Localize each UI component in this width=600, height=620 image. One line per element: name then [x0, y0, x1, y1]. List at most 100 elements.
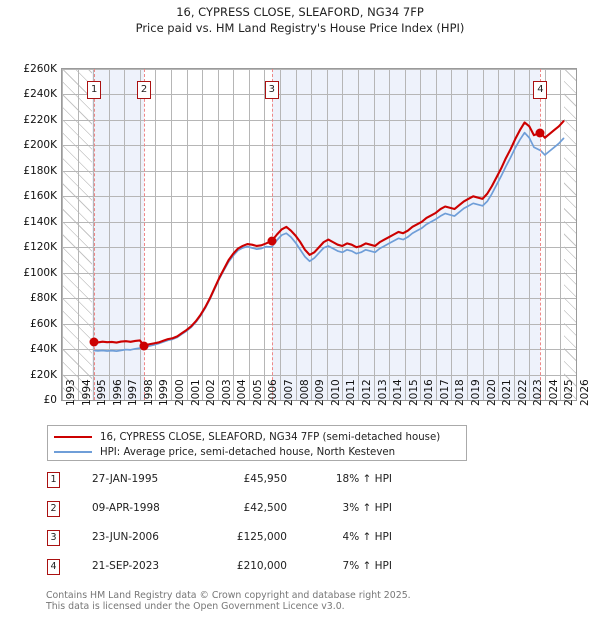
transaction-dot-1[interactable]: [89, 337, 99, 346]
x-tick-label: 1998: [142, 379, 155, 406]
ownership-band-1: [91, 69, 145, 400]
x-tick-label: 2016: [423, 379, 436, 406]
y-tick-label: £0: [43, 394, 57, 406]
gridline-vertical: [124, 69, 125, 400]
x-tick-label: 2015: [407, 379, 420, 406]
x-tick-label: 2020: [485, 379, 498, 406]
row-marker-1: 1: [47, 472, 60, 488]
row-hpi-delta: 3% ↑ HPI: [342, 502, 392, 514]
x-tick-label: 2023: [532, 379, 545, 406]
transaction-dot-4[interactable]: [535, 128, 545, 138]
gridline-vertical: [529, 69, 530, 400]
y-tick-label: £240K: [23, 88, 57, 101]
gridline-vertical: [155, 69, 156, 400]
gridline-horizontal: [62, 375, 576, 376]
row-hpi-delta: 7% ↑ HPI: [342, 560, 392, 572]
gridline-horizontal: [62, 222, 576, 223]
transaction-marker-2[interactable]: 2: [137, 81, 152, 99]
gridline-vertical: [311, 69, 312, 400]
transaction-dot-3[interactable]: [267, 236, 277, 246]
transaction-vline-2: [144, 69, 146, 400]
gridline-vertical: [545, 69, 546, 400]
gridline-vertical: [218, 69, 219, 400]
transactions-table: 1 27-JAN-1995 £45,950 18% ↑ HPI 2 09-APR-1998…: [47, 470, 447, 586]
no-data-hatch-1: [62, 69, 92, 400]
x-tick-label: 2017: [438, 379, 451, 406]
legend-item-hpi: HPI: Average price, semi-detached house,…: [54, 445, 460, 459]
y-tick-label: £160K: [23, 190, 57, 203]
x-tick-label: 2021: [501, 379, 514, 406]
gridline-vertical: [280, 69, 281, 400]
y-tick-label: £220K: [23, 113, 57, 126]
gridline-vertical: [467, 69, 468, 400]
line-property-price: [93, 120, 565, 347]
x-tick-label: 2018: [454, 379, 467, 406]
row-price: £210,000: [236, 560, 287, 572]
chart-container: £0 £20K £40K £60K £80K £100K £120K £140K £160K £1…: [0, 36, 600, 406]
gridline-vertical: [514, 69, 515, 400]
x-tick-label: 2002: [205, 379, 218, 406]
gridline-vertical: [202, 69, 203, 400]
x-tick-label: 2013: [376, 379, 389, 406]
x-tick-label: 2022: [516, 379, 529, 406]
x-tick-label: 2012: [360, 379, 373, 406]
x-tick-label: 2004: [236, 379, 249, 406]
x-tick-label: 2003: [220, 379, 233, 406]
gridline-vertical: [405, 69, 406, 400]
x-tick-label: 2010: [329, 379, 342, 406]
transaction-vline-3: [271, 69, 273, 400]
gridline-vertical: [342, 69, 343, 400]
x-tick-label: 2014: [392, 379, 405, 406]
gridline-horizontal: [62, 349, 576, 350]
row-price: £45,950: [243, 473, 287, 485]
ownership-band-2: [271, 69, 541, 400]
footer-line-1: Contains HM Land Registry data © Crown c…: [46, 590, 411, 601]
x-tick-label: 2005: [251, 379, 264, 406]
legend-swatch-blue: [54, 451, 92, 453]
legend-label-property: 16, CYPRESS CLOSE, SLEAFORD, NG34 7FP (s…: [100, 431, 441, 443]
gridline-vertical: [296, 69, 297, 400]
x-tick-label: 2019: [469, 379, 482, 406]
gridline-vertical: [109, 69, 110, 400]
y-tick-label: £180K: [23, 164, 57, 177]
gridline-vertical: [327, 69, 328, 400]
legend-item-property: 16, CYPRESS CLOSE, SLEAFORD, NG34 7FP (s…: [54, 430, 460, 444]
table-row[interactable]: 3 23-JUN-2006 £125,000 4% ↑ HPI: [47, 528, 447, 557]
transaction-marker-3[interactable]: 3: [264, 81, 279, 99]
transaction-dot-2[interactable]: [139, 341, 149, 351]
x-tick-label: 2008: [298, 379, 311, 406]
x-tick-label: 2011: [345, 379, 358, 406]
gridline-vertical: [249, 69, 250, 400]
legend-label-hpi: HPI: Average price, semi-detached house,…: [100, 446, 396, 458]
row-date: 27-JAN-1995: [92, 473, 159, 485]
table-row[interactable]: 4 21-SEP-2023 £210,000 7% ↑ HPI: [47, 557, 447, 586]
chart-legend: 16, CYPRESS CLOSE, SLEAFORD, NG34 7FP (s…: [47, 425, 467, 461]
y-tick-label: £120K: [23, 241, 57, 254]
footer-attribution: Contains HM Land Registry data © Crown c…: [46, 590, 566, 612]
table-row[interactable]: 1 27-JAN-1995 £45,950 18% ↑ HPI: [47, 470, 447, 499]
y-tick-label: £80K: [30, 292, 57, 305]
gridline-vertical: [140, 69, 141, 400]
y-axis-labels: £0 £20K £40K £60K £80K £100K £120K £140K £160K £1…: [0, 63, 600, 406]
x-tick-label: 2024: [547, 379, 560, 406]
gridline-vertical: [483, 69, 484, 400]
legend-swatch-red: [54, 436, 92, 438]
gridline-vertical: [389, 69, 390, 400]
gridline-horizontal: [62, 298, 576, 299]
gridline-vertical: [233, 69, 234, 400]
table-row[interactable]: 2 09-APR-1998 £42,500 3% ↑ HPI: [47, 499, 447, 528]
gridline-horizontal: [62, 273, 576, 274]
row-price: £125,000: [236, 531, 287, 543]
gridline-horizontal: [62, 120, 576, 121]
x-tick-label: 2006: [267, 379, 280, 406]
gridline-vertical: [560, 69, 561, 400]
gridline-horizontal: [62, 145, 576, 146]
transaction-marker-4[interactable]: 4: [533, 81, 548, 99]
x-tick-label: 1999: [158, 379, 171, 406]
gridline-vertical: [576, 69, 577, 400]
line-hpi-average: [93, 131, 565, 352]
transaction-marker-1[interactable]: 1: [87, 81, 102, 99]
gridline-vertical: [374, 69, 375, 400]
gridline-vertical: [436, 69, 437, 400]
